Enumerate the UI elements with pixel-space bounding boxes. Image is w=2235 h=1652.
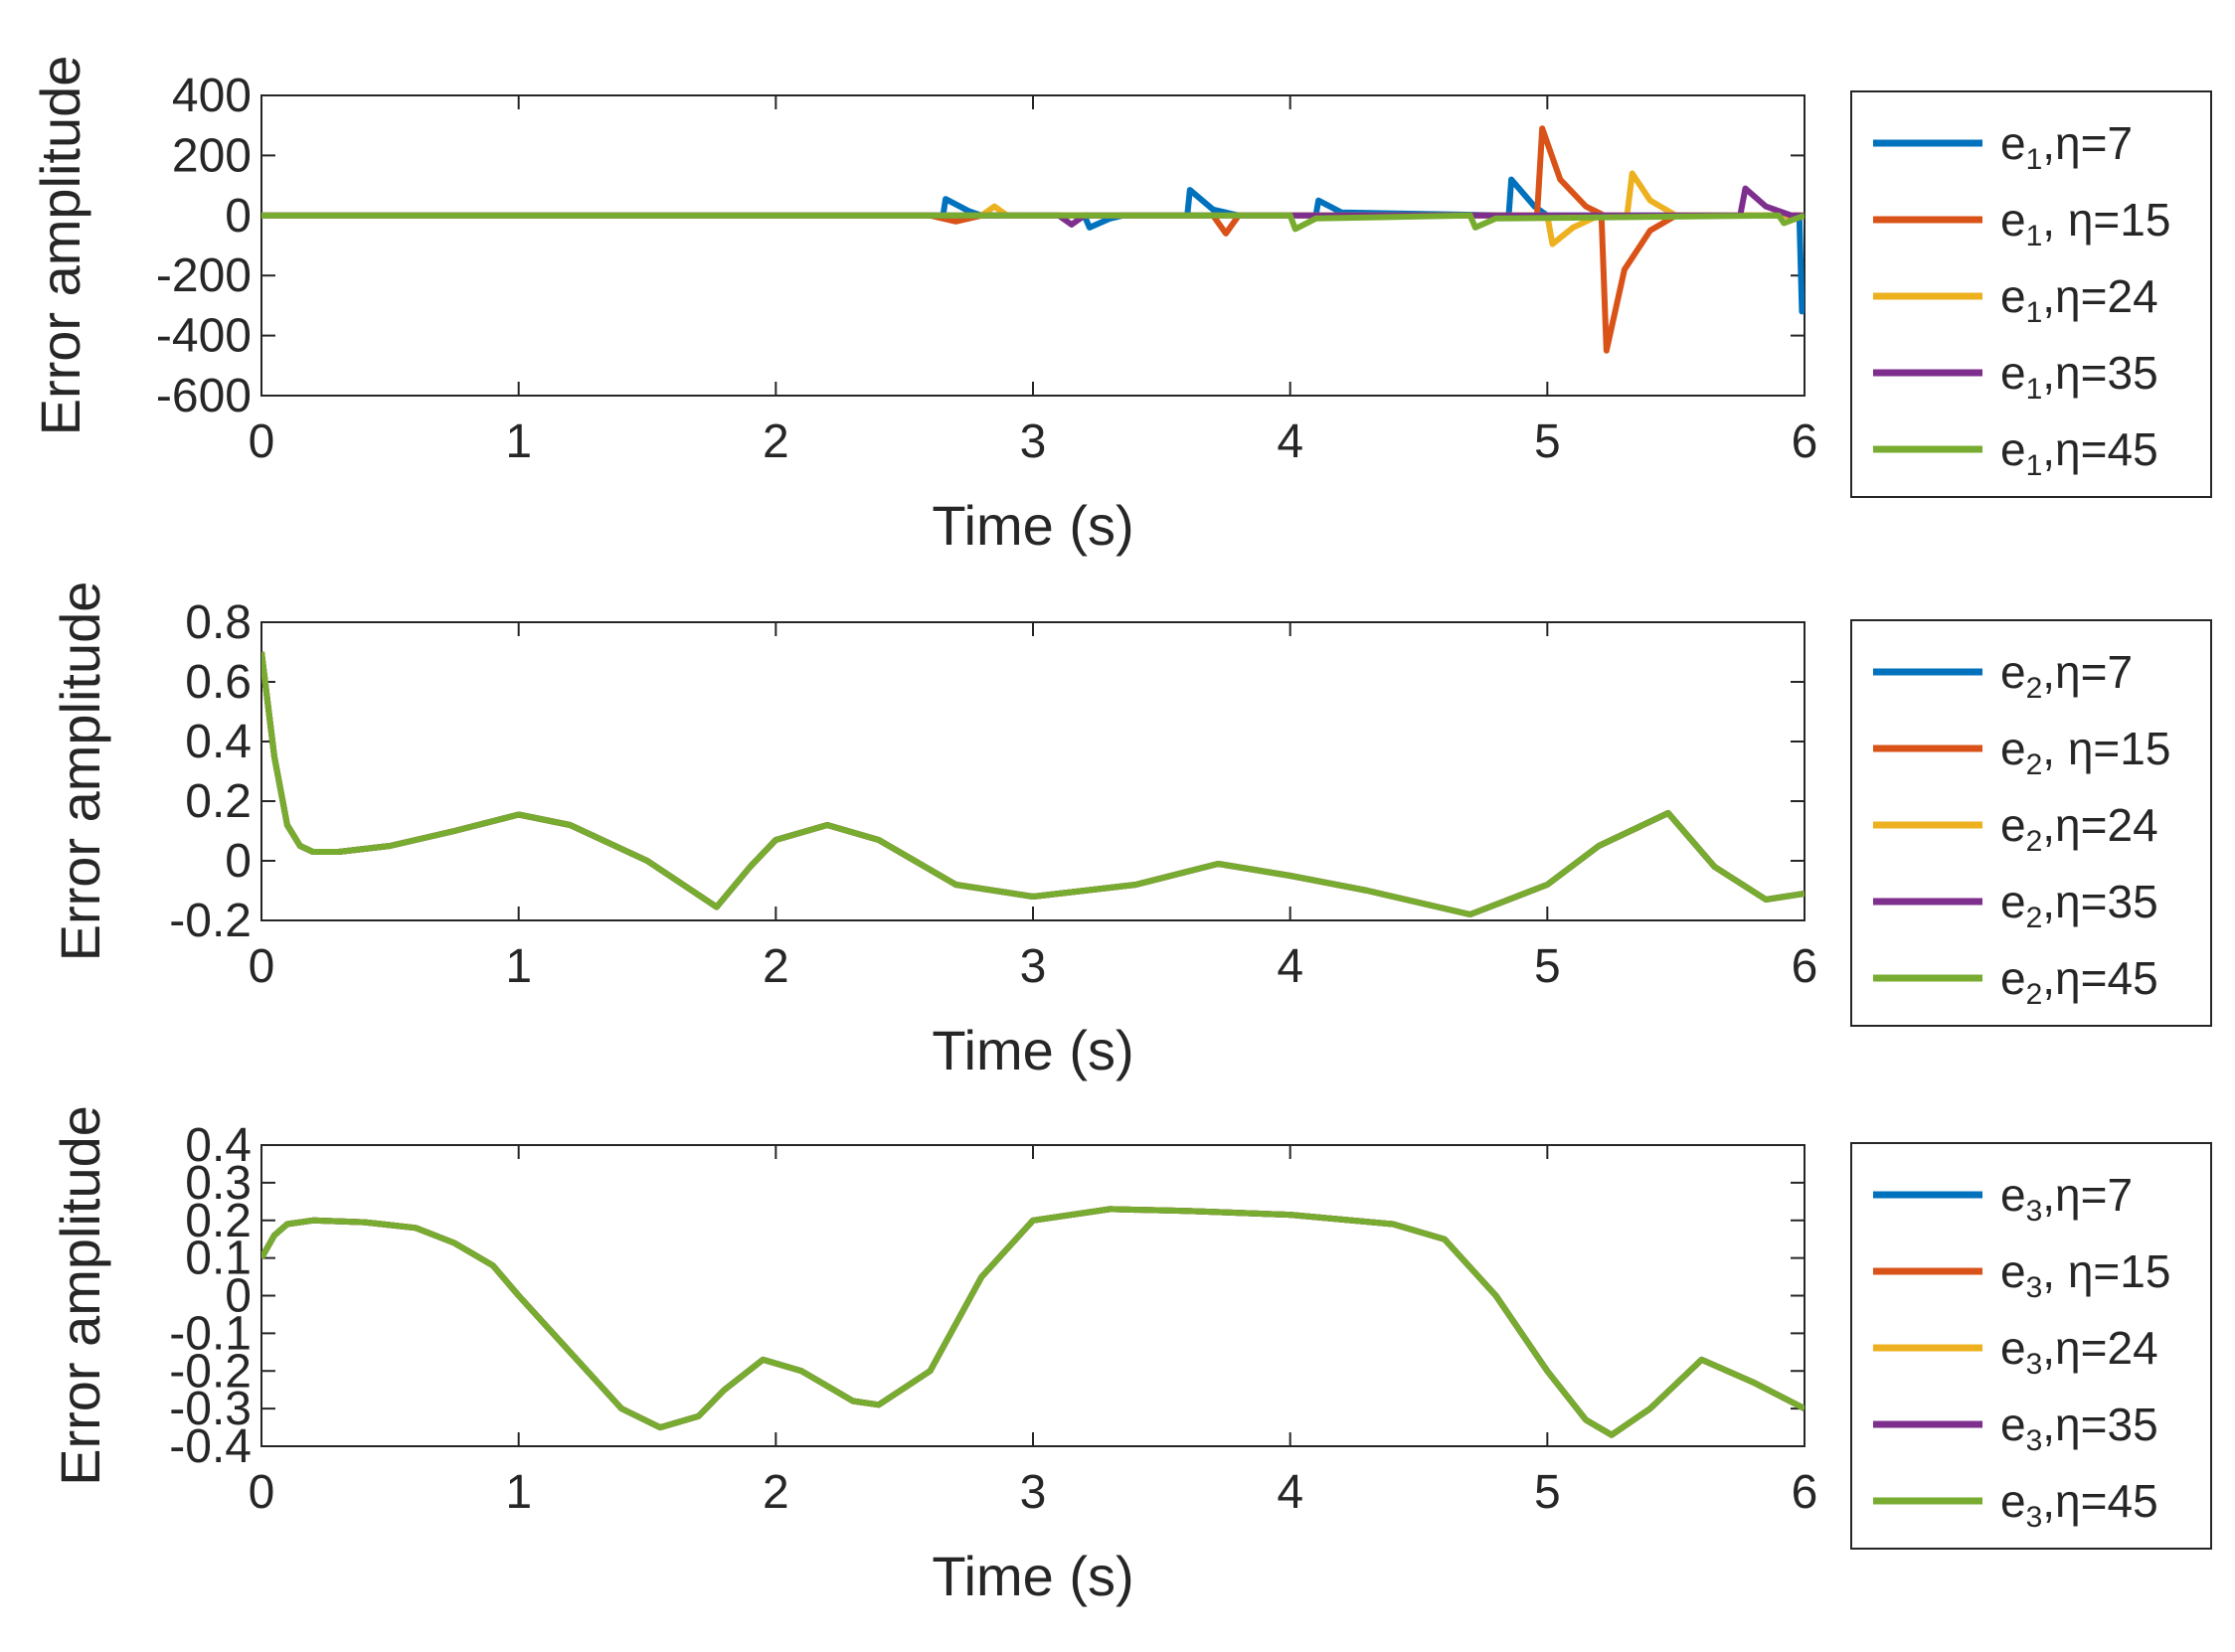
y-tick-label: 0.4	[185, 1119, 252, 1172]
series-line-4	[261, 651, 1805, 917]
legend-entry: e1,η=7	[2000, 117, 2133, 176]
x-tick-label: 3	[1020, 1466, 1047, 1519]
series-line-1	[261, 176, 1805, 315]
x-axis-label: Time (s)	[932, 1545, 1133, 1607]
y-axis-label: Error amplitude	[29, 56, 91, 436]
y-tick-label: -0.1	[169, 1307, 252, 1360]
axes-box	[260, 621, 1805, 921]
y-tick-label: -0.4	[169, 1420, 252, 1473]
legend-entry: e1,η=24	[2000, 270, 2158, 329]
legend-entry: e2,η=24	[2000, 799, 2158, 858]
y-tick-label: 0	[225, 835, 252, 888]
series-lines	[261, 125, 1805, 354]
y-axis-label: Error amplitude	[49, 581, 111, 962]
x-tick-label: 4	[1277, 1466, 1303, 1519]
legend-entry: e1,η=45	[2000, 423, 2158, 482]
legend: e2,η=7 e2, η=15 e2,η=24 e2,η=35 e2,η=45	[1850, 619, 2212, 1027]
x-tick-label: 4	[1277, 415, 1303, 468]
series-line-3	[261, 170, 1805, 248]
legend-entry: e2,η=45	[2000, 952, 2158, 1011]
y-axis-label: Error amplitude	[49, 1105, 111, 1486]
series-line-5	[261, 651, 1805, 917]
series-line-1	[261, 651, 1805, 917]
y-tick-label: 0.2	[185, 1195, 252, 1247]
legend-entry: e2,η=7	[2000, 646, 2133, 705]
x-tick-label: 3	[1020, 940, 1047, 993]
legend-entry: e1, η=15	[2000, 194, 2170, 252]
y-tick-label: -0.2	[169, 895, 252, 947]
x-tick-label: 5	[1534, 940, 1561, 993]
y-tick-label: 0.2	[185, 775, 252, 828]
x-tick-label: 4	[1277, 940, 1303, 993]
series-line-5	[261, 1206, 1805, 1438]
series-line-2	[261, 125, 1805, 354]
y-tick-label: 0.6	[185, 656, 252, 709]
x-tick-label: 2	[763, 940, 789, 993]
y-tick-label: 200	[172, 129, 252, 182]
subplot-1: 0 1 2 3 4 5 6 400 200 0 -200 -400 -600 Time (s) Error …	[29, 56, 2212, 557]
x-tick-label: 2	[763, 415, 789, 468]
legend-entry: e1,η=35	[2000, 347, 2158, 406]
x-tick-label: 5	[1534, 415, 1561, 468]
legend-entry: e3, η=15	[2000, 1245, 2170, 1304]
x-tick-label: 0	[249, 415, 275, 468]
series-line-2	[261, 651, 1805, 917]
legend: e3,η=7 e3, η=15 e3,η=24 e3,η=35 e3,η=45	[1850, 1142, 2212, 1550]
x-tick-label: 6	[1792, 940, 1818, 993]
legend-entry: e2, η=15	[2000, 723, 2170, 781]
legend-entry: e3,η=35	[2000, 1399, 2158, 1457]
legend-entry: e3,η=7	[2000, 1169, 2133, 1228]
x-tick-label: 1	[505, 940, 532, 993]
series-line-3	[261, 651, 1805, 917]
x-tick-label: 1	[505, 1466, 532, 1519]
x-axis-label: Time (s)	[932, 494, 1133, 557]
x-tick-label: 0	[249, 940, 275, 993]
legend-entry: e2,η=35	[2000, 876, 2158, 934]
x-tick-label: 6	[1792, 1466, 1818, 1519]
y-tick-label: 0.8	[185, 596, 252, 649]
x-tick-label: 6	[1792, 415, 1818, 468]
x-tick-label: 5	[1534, 1466, 1561, 1519]
y-tick-label: 0.1	[185, 1233, 252, 1285]
series-lines	[261, 1206, 1805, 1438]
y-tick-label: 0	[225, 190, 252, 243]
subplot-3: 0 1 2 3 4 5 60.40.30.20.10-0.1-0.2-0.3-0.4Time…	[49, 1105, 2212, 1607]
axes-box	[260, 94, 1805, 397]
y-tick-label: -600	[156, 370, 252, 422]
y-tick-label: 400	[172, 70, 252, 122]
series-lines	[261, 651, 1805, 917]
y-tick-label: -400	[156, 310, 252, 363]
x-tick-label: 1	[505, 415, 532, 468]
x-tick-label: 0	[249, 1466, 275, 1519]
legend-entry: e3,η=45	[2000, 1475, 2158, 1534]
x-tick-label: 3	[1020, 415, 1047, 468]
legend-entry: e3,η=24	[2000, 1322, 2158, 1381]
y-tick-label: -0.3	[169, 1383, 252, 1435]
legend: e1,η=7 e1, η=15 e1,η=24 e1,η=35 e1,η=45	[1850, 90, 2212, 498]
x-axis-label: Time (s)	[932, 1019, 1133, 1081]
y-tick-label: -0.2	[169, 1345, 252, 1398]
x-tick-label: 2	[763, 1466, 789, 1519]
y-tick-label: 0.4	[185, 716, 252, 768]
y-tick-label: -200	[156, 249, 252, 302]
series-line-5	[261, 212, 1805, 233]
y-tick-label: 0	[225, 1270, 252, 1323]
y-tick-label: 0.3	[185, 1157, 252, 1210]
